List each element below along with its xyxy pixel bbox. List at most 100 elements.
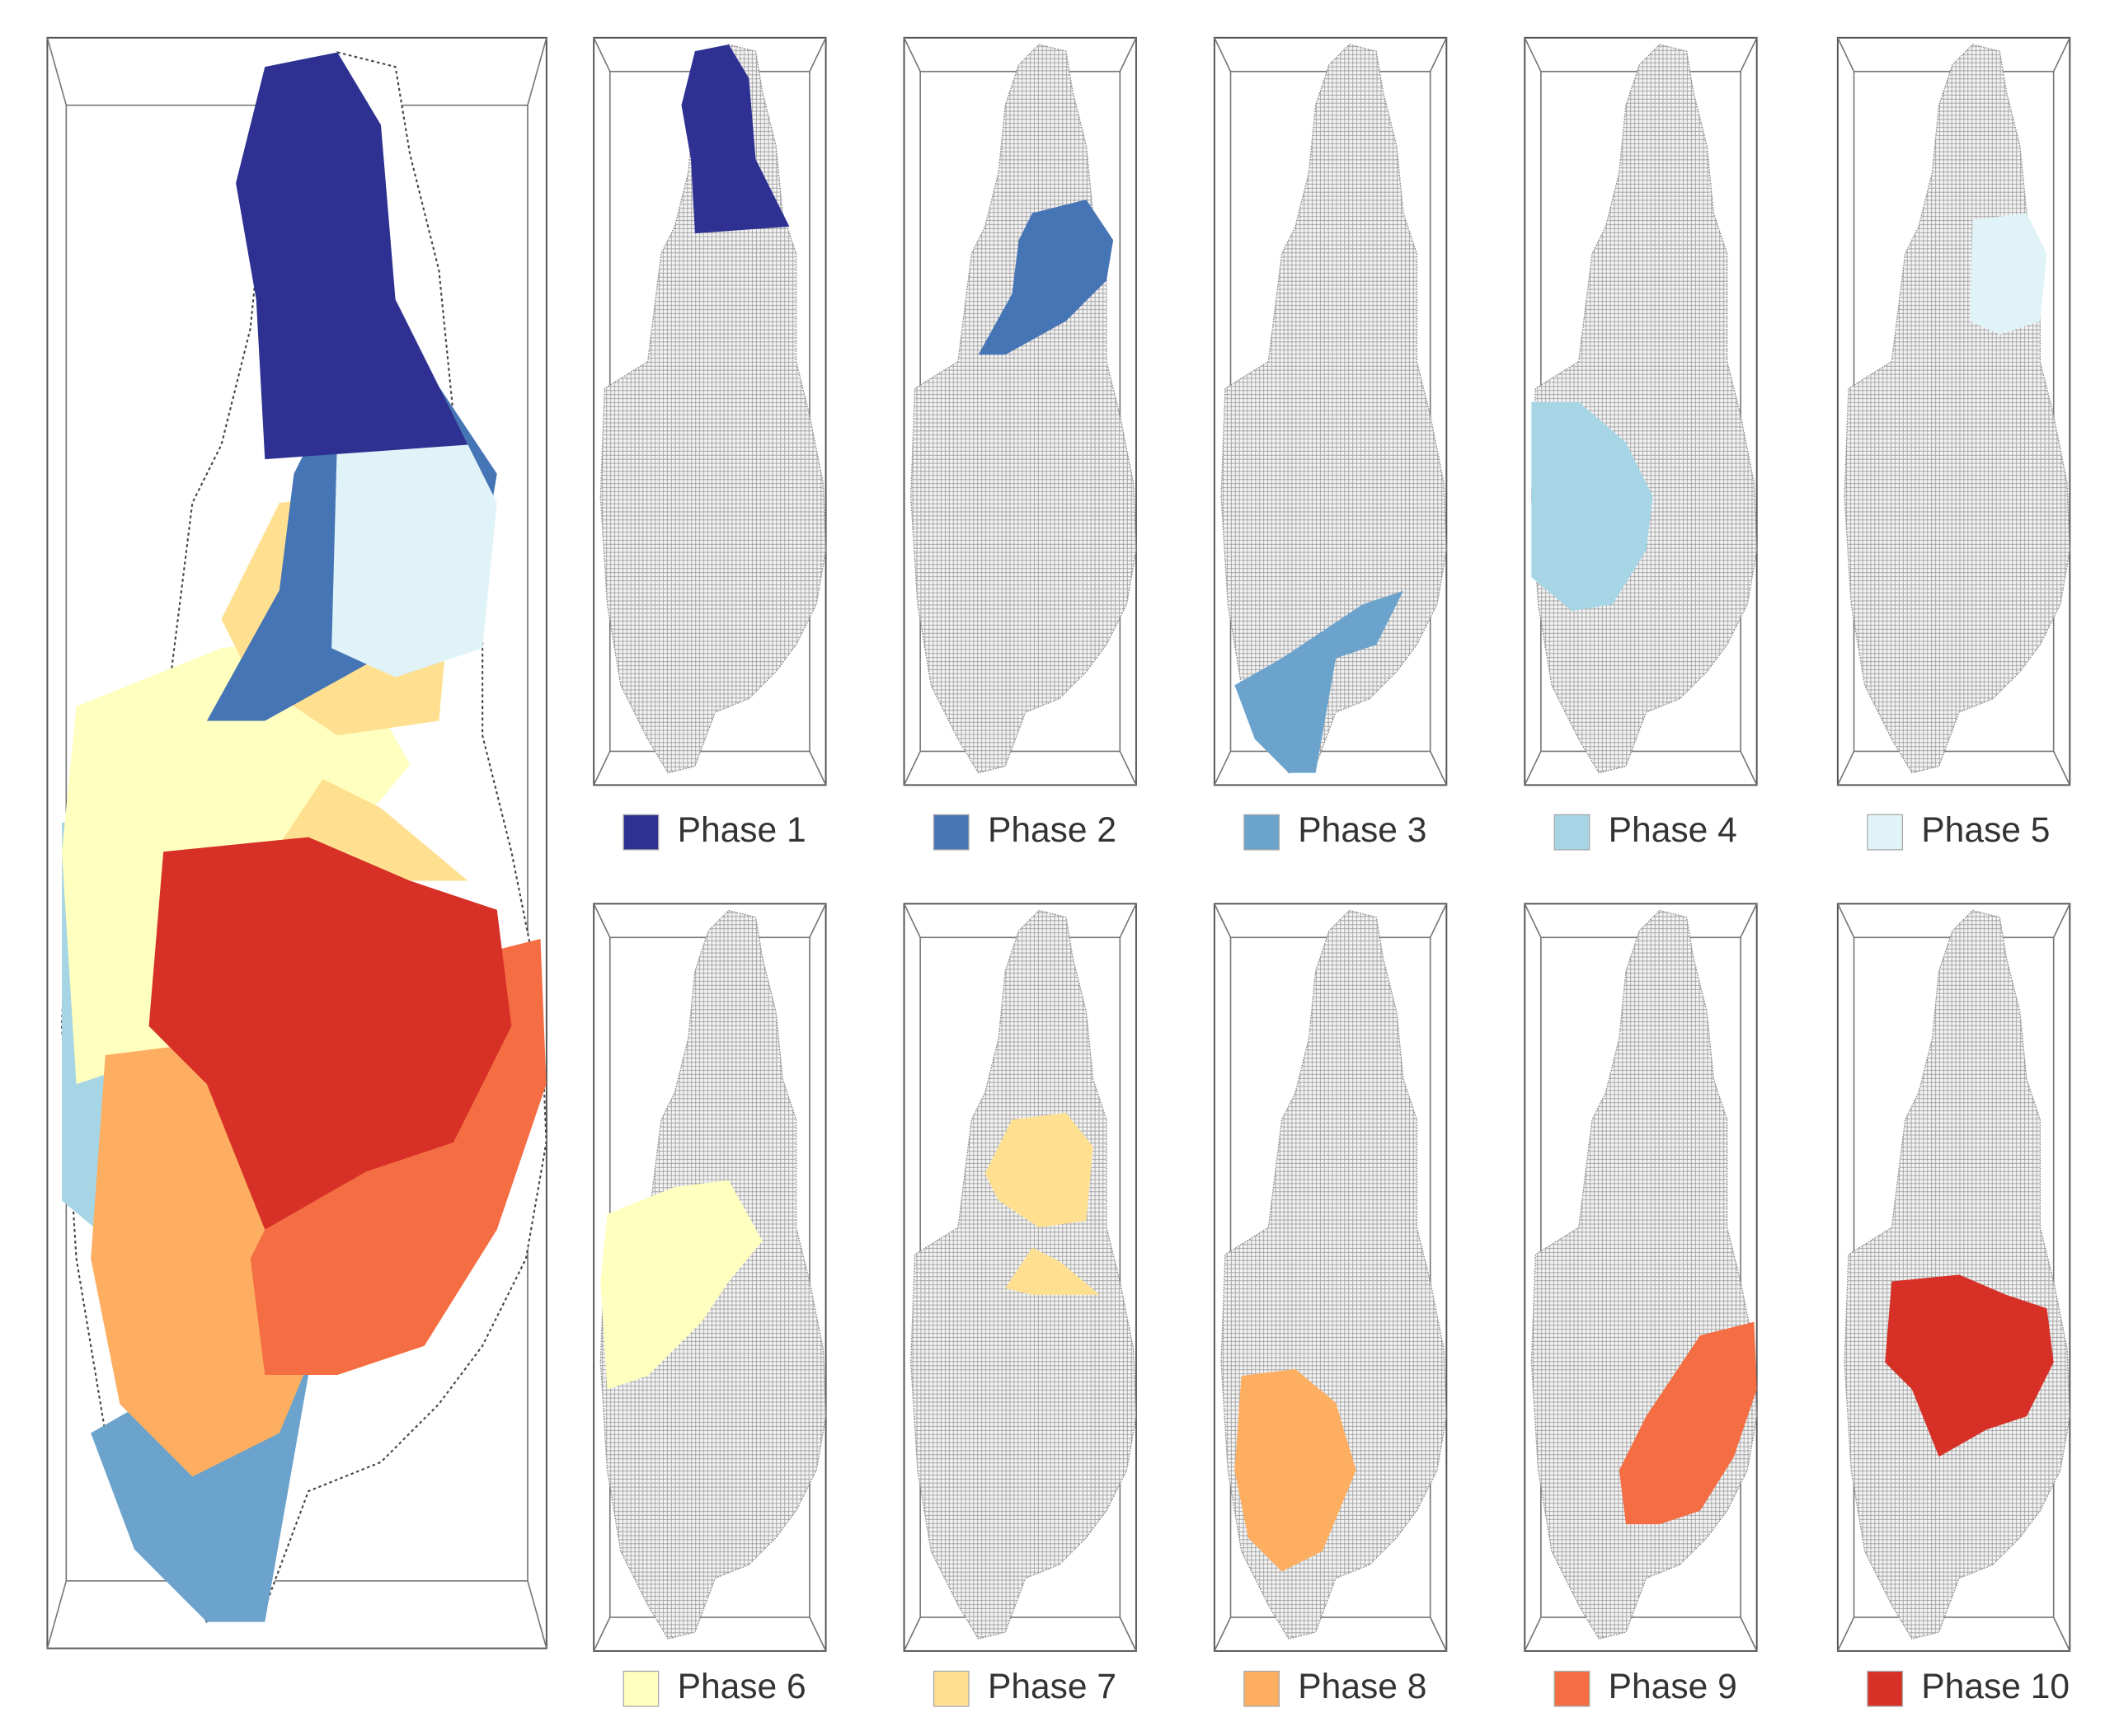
phase-panel [1836, 903, 2071, 1652]
phase-region [236, 52, 468, 460]
panel-edge [903, 751, 921, 786]
panel-edge [1214, 903, 1232, 938]
legend-swatch [1867, 1670, 1904, 1707]
panel-frame [593, 903, 827, 1652]
legend-swatch [1243, 1670, 1280, 1707]
phase-panel [593, 36, 827, 786]
phase-panel [1213, 903, 1448, 1652]
phase-panel [903, 903, 1137, 1652]
panel-edge [1429, 37, 1448, 73]
panel-frame [1524, 36, 1758, 786]
panel-edge [1837, 1616, 1855, 1652]
legend-label: Phase 9 [1609, 1667, 1737, 1706]
panel-edge [1429, 1616, 1448, 1652]
panel-edge [1429, 751, 1448, 786]
panel-edge [1429, 903, 1448, 938]
panel-edge [903, 37, 921, 73]
panel-edge [1524, 37, 1542, 73]
panel-edge [1524, 1616, 1542, 1652]
panel-edge [593, 751, 611, 786]
panel-edge [1119, 903, 1137, 938]
panel-edge [1740, 903, 1758, 938]
island-mesh [1844, 44, 2070, 774]
panel-edge [46, 37, 68, 106]
panel-edge [2052, 1616, 2071, 1652]
phase-panel [1213, 36, 1448, 786]
panel-edge [1214, 751, 1232, 786]
panel-edge [1214, 37, 1232, 73]
panel-edge [593, 37, 611, 73]
legend-swatch [1553, 814, 1590, 851]
legend-label: Phase 2 [988, 810, 1116, 850]
panel-edge [2052, 751, 2071, 786]
panel-edge [1119, 1616, 1137, 1652]
phase-region [148, 837, 512, 1230]
island-mesh [1220, 44, 1447, 774]
panel-edge [46, 1580, 68, 1649]
phase-panel [1524, 36, 1758, 786]
phase-region [1970, 213, 2047, 335]
phase-region [681, 45, 790, 234]
legend-swatch [1553, 1670, 1590, 1707]
panel-edge [1740, 1616, 1758, 1652]
panel-edge [809, 751, 827, 786]
panel-frame [1524, 903, 1758, 1652]
legend-swatch [1867, 814, 1904, 851]
panel-edge [809, 903, 827, 938]
phase-region [1531, 401, 1653, 612]
panel-edge [2052, 37, 2071, 73]
legend-swatch [623, 1670, 660, 1707]
panel-frame [903, 36, 1137, 786]
legend-swatch [623, 814, 660, 851]
panel-edge [903, 903, 921, 938]
panel-edge [593, 1616, 611, 1652]
phase-region [331, 415, 497, 678]
phase-region [978, 199, 1114, 355]
panel-edge [1740, 37, 1758, 73]
combined-map [60, 51, 547, 1623]
panel-frame [1836, 903, 2071, 1652]
panel-edge [1524, 903, 1542, 938]
panel-edge [1524, 751, 1542, 786]
island-mesh [1844, 909, 2070, 1640]
panel-frame [903, 903, 1137, 1652]
phase-panel [593, 903, 827, 1652]
panel-edge [1740, 751, 1758, 786]
panel-edge [903, 1616, 921, 1652]
phase-region [984, 1113, 1093, 1228]
phase-region [1234, 1368, 1356, 1572]
panel-frame [1836, 36, 2071, 786]
panel-edge [1837, 903, 1855, 938]
phase-panel [903, 36, 1137, 786]
panel-frame [1213, 36, 1448, 786]
panel-edge [1837, 37, 1855, 73]
panel-edge [527, 1580, 547, 1649]
legend-label: Phase 3 [1298, 810, 1426, 850]
panel-edge [1119, 37, 1137, 73]
legend-label: Phase 7 [988, 1667, 1116, 1706]
phase-region [1234, 590, 1403, 773]
legend-label: Phase 6 [678, 1667, 806, 1706]
legend-label: Phase 4 [1609, 810, 1737, 850]
panel-edge [2052, 903, 2071, 938]
panel-frame [46, 36, 547, 1649]
panel-edge [809, 1616, 827, 1652]
panel-frame [1213, 903, 1448, 1652]
panel-edge [1837, 751, 1855, 786]
phase-region [1885, 1274, 2054, 1457]
legend-label: Phase 1 [678, 810, 806, 850]
panel-frame [593, 36, 827, 786]
phase-region [1005, 1247, 1100, 1295]
island-mesh [1530, 909, 1758, 1640]
panel-edge [527, 37, 547, 106]
legend-swatch [933, 814, 970, 851]
legend-label: Phase 5 [1921, 810, 2050, 850]
panel-edge [1214, 1616, 1232, 1652]
island-mesh [910, 44, 1137, 774]
panel-edge [1119, 751, 1137, 786]
combined-panel [46, 36, 547, 1649]
legend-swatch [1243, 814, 1280, 851]
legend-swatch [933, 1670, 970, 1707]
